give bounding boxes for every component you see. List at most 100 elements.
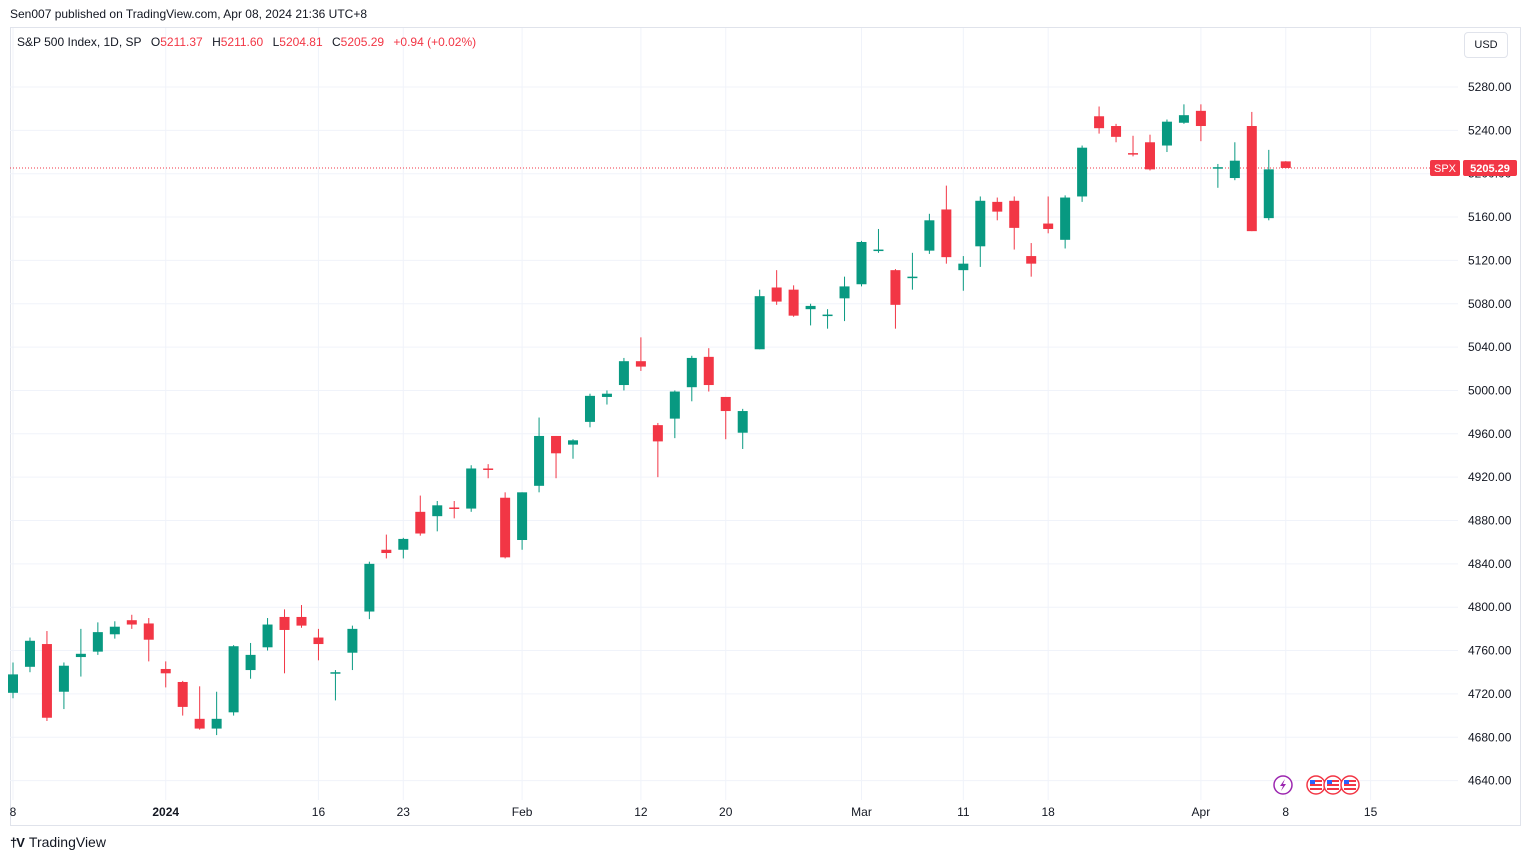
time-tick-label: Apr	[1192, 805, 1211, 819]
candle-body	[958, 263, 969, 271]
candle-down	[720, 396, 731, 440]
candle-up	[109, 621, 120, 639]
candle-body	[24, 640, 35, 667]
candle-up	[754, 289, 765, 350]
candle-body	[126, 620, 137, 625]
candle-up	[822, 309, 833, 329]
candle-body	[686, 357, 697, 388]
candle-up	[1212, 163, 1223, 188]
symbol-label[interactable]: S&P 500 Index, 1D, SP	[17, 35, 142, 49]
candle-up	[686, 355, 697, 402]
tradingview-logo-icon[interactable]: †V	[10, 834, 25, 850]
candle-body	[1111, 126, 1122, 137]
candle-body	[1128, 153, 1139, 155]
candle-down	[160, 661, 171, 688]
candle-body	[618, 361, 629, 386]
candle-body	[1246, 126, 1257, 232]
candle-body	[449, 507, 460, 509]
event-markers	[1273, 775, 1360, 795]
candle-up	[856, 240, 867, 287]
candle-body	[1094, 116, 1105, 129]
candle-body	[822, 314, 833, 317]
candle-up	[92, 622, 103, 655]
currency-button[interactable]: USD	[1464, 32, 1508, 58]
candle-body	[1195, 110, 1206, 127]
candle-body	[534, 435, 545, 486]
candle-body	[330, 672, 341, 674]
candle-body	[364, 563, 375, 612]
candle-up	[975, 196, 986, 267]
candle-up	[347, 625, 358, 671]
candle-down	[313, 628, 324, 661]
candle-body	[1229, 160, 1240, 179]
candle-body	[788, 289, 799, 316]
close-label: C	[332, 35, 341, 49]
close-value: 5205.29	[340, 35, 385, 49]
candle-body	[1178, 115, 1189, 123]
candle-down	[177, 680, 188, 716]
candle-down	[941, 185, 952, 264]
candle-body	[856, 241, 867, 285]
price-tick-label: 4720.00	[1468, 687, 1512, 701]
chart-frame	[10, 27, 1521, 826]
candle-body	[584, 395, 595, 422]
candle-up	[466, 465, 477, 512]
low-value: 5204.81	[279, 35, 323, 49]
candle-body	[245, 654, 256, 671]
us-flag-icon	[1340, 775, 1360, 795]
time-tick-label: 23	[397, 805, 411, 819]
candle-body	[924, 220, 935, 251]
candle-down	[1144, 134, 1155, 171]
candle-body	[635, 361, 646, 367]
open-label: O	[150, 35, 161, 49]
price-tick-label: 5160.00	[1468, 210, 1512, 224]
candle-body	[313, 637, 324, 645]
price-tick-label: 4880.00	[1468, 514, 1512, 528]
time-tick-label: 11	[957, 805, 970, 819]
price-axis: 4640.00 4680.00 4720.00 4760.00 4800.00 4840.…	[1468, 80, 1512, 788]
candle-down	[635, 337, 646, 371]
candle-up	[669, 390, 680, 439]
candle-up	[1178, 104, 1189, 124]
candle-body	[381, 549, 392, 554]
candle-body	[1280, 161, 1291, 168]
price-tick-label: 4680.00	[1468, 730, 1512, 744]
candle-down	[41, 631, 52, 721]
candle-body	[296, 616, 307, 626]
candle-body	[941, 209, 952, 258]
candle-down	[381, 534, 392, 559]
candle-body	[228, 646, 239, 713]
price-tick-label: 5000.00	[1468, 383, 1512, 397]
candle-body	[805, 305, 816, 310]
candle-body	[737, 411, 748, 433]
last-price-tag	[1463, 159, 1517, 176]
candle-down	[992, 197, 1003, 221]
low-label: L	[272, 35, 280, 49]
price-tick-label: 4760.00	[1468, 644, 1512, 658]
candles-group	[8, 104, 1291, 736]
candle-down	[1246, 111, 1257, 232]
candle-up	[618, 357, 629, 391]
candle-up	[330, 670, 341, 701]
price-tick-label: 5040.00	[1468, 340, 1512, 354]
candle-up	[958, 256, 969, 291]
candle-up	[1161, 119, 1172, 153]
candle-up	[517, 492, 528, 550]
candle-body	[483, 468, 494, 470]
candle-body	[1212, 167, 1223, 169]
candle-up	[1077, 145, 1088, 202]
candle-body	[92, 632, 103, 652]
footer-brand[interactable]: TradingView	[28, 834, 106, 850]
candle-up	[805, 303, 816, 326]
candle-body	[703, 356, 714, 386]
price-tick-label: 5080.00	[1468, 297, 1512, 311]
candle-body	[194, 718, 205, 729]
candle-up	[924, 213, 935, 254]
time-tick-label: 12	[634, 805, 648, 819]
ohlc-legend: S&P 500 Index, 1D, SP O5211.37 H5211.60 …	[17, 35, 476, 49]
candle-down	[500, 492, 511, 559]
us-flag-icon	[1323, 775, 1343, 795]
time-tick-label: 15	[1364, 805, 1378, 819]
candle-down	[126, 614, 137, 629]
